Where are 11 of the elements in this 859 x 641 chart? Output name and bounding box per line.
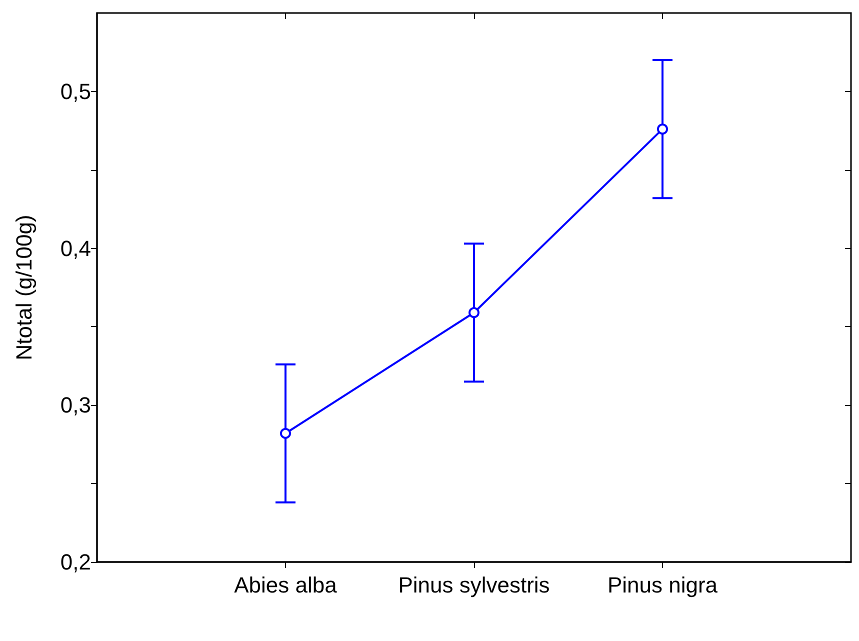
x-tick-label: Abies alba: [234, 572, 338, 598]
y-axis-title: Ntotal (g/100g): [12, 214, 36, 360]
y-tick-label: 0,2: [60, 550, 91, 574]
x-tick-label: Pinus sylvestris: [398, 572, 550, 598]
y-tick-label: 0,4: [60, 236, 91, 261]
point: [657, 124, 668, 135]
point: [468, 307, 480, 318]
y-tick-label: 0,5: [60, 78, 91, 104]
x-tick-label: Pinus nigra: [607, 572, 718, 598]
point: [280, 428, 291, 439]
y-tick-label: 0,3: [60, 392, 91, 418]
